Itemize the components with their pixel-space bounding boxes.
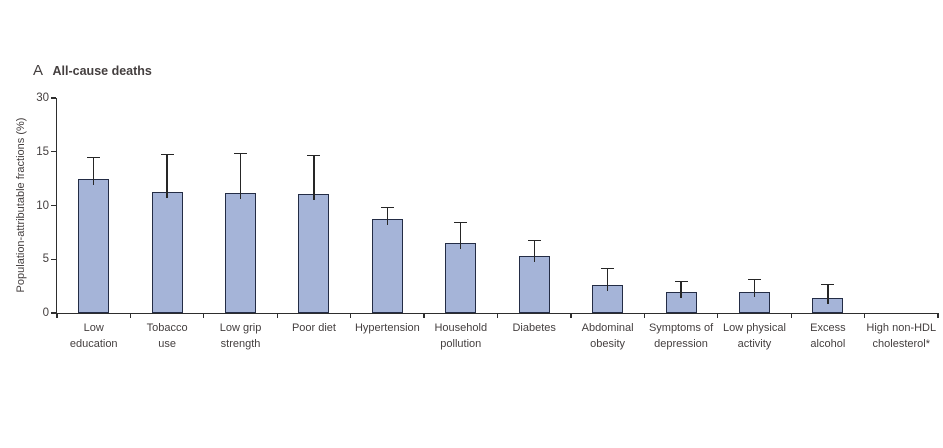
bar bbox=[78, 178, 110, 313]
panel-title-text: All-cause deaths bbox=[52, 64, 152, 78]
x-axis-tick bbox=[863, 313, 866, 318]
category-label-line: depression bbox=[654, 338, 708, 350]
x-axis-tick bbox=[423, 313, 425, 318]
y-axis-tick bbox=[50, 204, 56, 207]
category-label-line: strength bbox=[220, 338, 261, 350]
panel-title: A All-cause deaths bbox=[33, 62, 152, 80]
error-bar-cap bbox=[307, 154, 321, 157]
bar bbox=[225, 192, 257, 313]
x-axis-tick bbox=[937, 313, 939, 318]
error-bar-cap bbox=[234, 152, 248, 155]
bar bbox=[518, 256, 550, 313]
error-bar-line bbox=[606, 267, 609, 292]
x-axis-tick bbox=[350, 313, 352, 318]
category-label: High non-HDL cholesterol* bbox=[865, 320, 938, 352]
y-axis-tick-label: 0 bbox=[42, 307, 49, 319]
error-bar-line bbox=[533, 239, 535, 263]
bar bbox=[298, 193, 330, 313]
category-label: Low physical activity bbox=[718, 320, 791, 352]
error-bar-line bbox=[680, 280, 682, 298]
error-bar-cap bbox=[160, 153, 174, 156]
bar bbox=[445, 243, 477, 313]
panel-letter: A bbox=[33, 62, 44, 79]
error-bar-line bbox=[460, 221, 462, 250]
x-axis-tick bbox=[790, 313, 792, 318]
x-axis-tick bbox=[129, 313, 131, 318]
y-axis-tick-label: 15 bbox=[36, 145, 49, 158]
error-bar-line bbox=[753, 278, 756, 298]
error-bar-line bbox=[313, 154, 315, 200]
y-axis-line bbox=[55, 98, 57, 313]
category-label-line: obesity bbox=[590, 338, 626, 350]
category-label-line: Household bbox=[434, 322, 488, 334]
y-axis-tick bbox=[50, 151, 56, 153]
x-axis-tick bbox=[717, 313, 719, 318]
category-label: Abdominal obesity bbox=[571, 320, 644, 352]
category-label: Hypertension bbox=[351, 320, 424, 336]
x-axis-tick bbox=[570, 313, 572, 318]
category-label: Symptoms of depression bbox=[644, 320, 717, 352]
category-label: Diabetes bbox=[498, 320, 571, 336]
x-axis-tick bbox=[276, 313, 278, 318]
bar bbox=[151, 191, 183, 313]
y-axis-tick bbox=[50, 97, 56, 99]
category-label: Poor diet bbox=[277, 320, 350, 336]
category-label-line: Low physical bbox=[722, 322, 786, 334]
category-label-line: Low bbox=[83, 322, 104, 334]
error-bar-cap bbox=[454, 221, 468, 223]
category-label: Low education bbox=[57, 320, 130, 352]
error-bar-cap bbox=[527, 239, 541, 242]
x-axis-tick bbox=[496, 313, 499, 318]
category-label-line: alcohol bbox=[810, 338, 846, 350]
y-axis-tick-label: 5 bbox=[42, 253, 49, 266]
category-label-line: High non-HDL bbox=[866, 322, 937, 334]
category-label-line: Excess bbox=[810, 322, 846, 334]
category-label-line: pollution bbox=[440, 338, 482, 350]
category-label-line: Symptoms of bbox=[648, 322, 714, 334]
category-label-line: Poor diet bbox=[291, 322, 336, 334]
y-axis-tick-label: 10 bbox=[36, 199, 49, 212]
error-bar-line bbox=[827, 283, 829, 304]
category-label-line: Diabetes bbox=[512, 322, 556, 334]
error-bar-cap bbox=[674, 280, 688, 283]
error-bar-cap bbox=[601, 267, 615, 270]
error-bar-line bbox=[93, 157, 95, 185]
error-bar-line bbox=[166, 153, 168, 198]
category-label-line: use bbox=[158, 338, 176, 350]
category-label: Tobacco use bbox=[130, 320, 203, 352]
x-axis-tick bbox=[56, 313, 58, 318]
error-bar-cap bbox=[821, 283, 835, 286]
category-label-line: cholesterol* bbox=[872, 338, 931, 350]
error-bar-cap bbox=[87, 157, 101, 159]
error-bar-line bbox=[386, 206, 389, 226]
category-label: Household pollution bbox=[424, 320, 497, 352]
x-axis-tick bbox=[203, 313, 205, 318]
bar bbox=[371, 219, 403, 313]
category-label-line: activity bbox=[737, 338, 772, 350]
error-bar-cap bbox=[747, 278, 761, 280]
y-axis-tick-label: 30 bbox=[36, 92, 49, 104]
x-axis-tick bbox=[643, 313, 645, 318]
category-label-line: Tobacco bbox=[146, 322, 188, 334]
y-axis-tick bbox=[50, 258, 56, 260]
category-label: Excess alcohol bbox=[791, 320, 864, 352]
category-label-line: Low grip bbox=[219, 322, 262, 334]
error-bar-line bbox=[239, 152, 242, 199]
category-label-line: Abdominal bbox=[581, 322, 634, 334]
y-axis-tick bbox=[50, 312, 56, 314]
category-label: Low grip strength bbox=[204, 320, 277, 352]
error-bar-cap bbox=[380, 206, 394, 208]
category-label-line: Hypertension bbox=[354, 322, 420, 334]
category-label-line: education bbox=[69, 338, 118, 350]
